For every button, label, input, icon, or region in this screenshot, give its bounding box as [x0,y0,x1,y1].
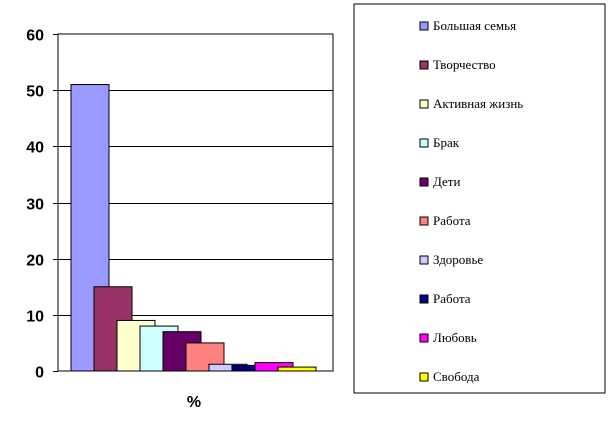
legend-label: Брак [433,135,460,150]
legend-swatch [419,60,429,70]
y-tick-label: 10 [26,309,44,326]
y-tick-label: 0 [35,365,44,382]
legend: Большая семья Творчество Активная жизнь Бра… [419,18,523,384]
y-tick-label: 20 [26,253,44,270]
legend-swatch [419,216,429,226]
legend-label: Свобода [433,369,480,384]
legend-box [353,3,606,394]
y-tick-label: 60 [26,28,44,45]
legend-label: Творчество [433,57,496,72]
bars [70,84,317,372]
legend-label: Активная жизнь [433,96,523,111]
y-tick-label: 50 [26,84,44,101]
legend-label: Работа [433,213,471,228]
y-tick-label: 30 [26,197,44,214]
legend-swatch [419,372,429,382]
legend-label: Дети [433,174,460,189]
legend-swatch [419,255,429,265]
legend-label: Работа [433,291,471,306]
legend-swatch [419,333,429,343]
legend-swatch [419,294,429,304]
legend-label: Большая семья [433,18,516,33]
y-axis-ticks: 0 10 20 30 40 50 60 [26,28,58,382]
x-category-label: % [187,394,201,411]
legend-label: Здоровье [433,252,483,267]
legend-label: Любовь [433,330,477,345]
bar [277,366,317,372]
legend-swatch [419,138,429,148]
legend-swatch [419,21,429,31]
legend-swatch [419,177,429,187]
legend-swatch [419,99,429,109]
y-tick-label: 40 [26,140,44,157]
